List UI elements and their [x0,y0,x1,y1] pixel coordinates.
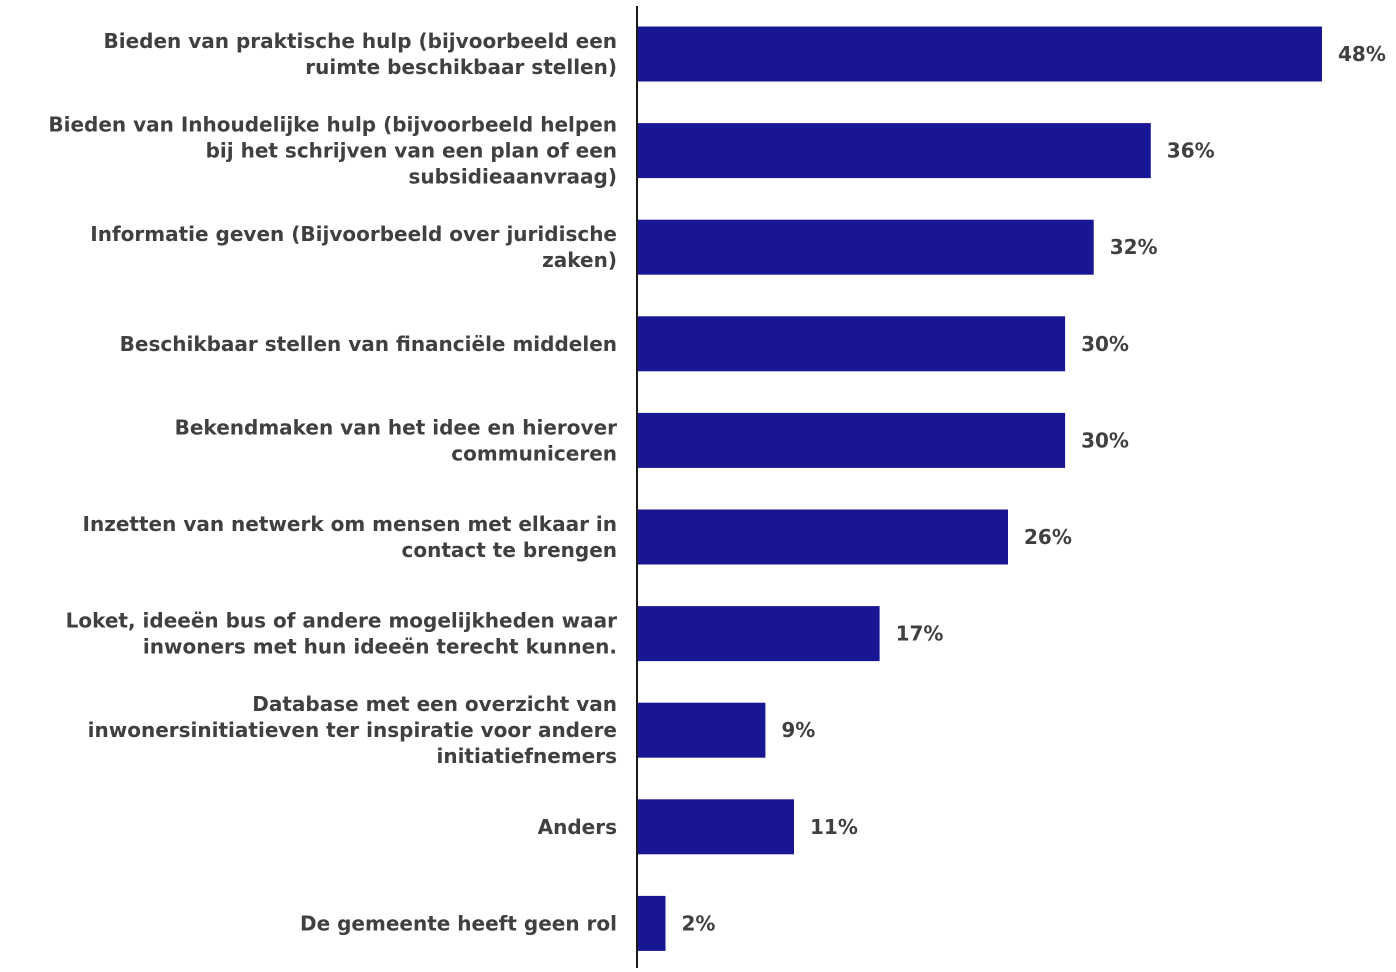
category-label: Anders [538,815,617,839]
category-label-line: Inzetten van netwerk om mensen met elkaa… [83,512,617,536]
bar [637,26,1322,82]
category-label: Inzetten van netwerk om mensen met elkaa… [83,512,617,562]
category-label-line: Anders [538,815,617,839]
bar [637,799,794,855]
category-label-line: inwoners met hun ideeën terecht kunnen. [143,635,617,659]
category-label-line: communiceren [451,441,617,465]
category-label-line: Database met een overzicht van [252,692,617,716]
data-labels-layer: 48% 36% 32% 30% 30% 26% 17% 9% 11% 2% [682,42,1386,935]
category-label: Bieden van praktische hulp (bijvoorbeeld… [103,29,617,79]
category-label-line: inwonersinitiatieven ter inspiratie voor… [88,718,617,742]
data-label: 48% [1338,42,1386,66]
category-label-line: initiatiefnemers [436,744,617,768]
data-label: 9% [781,718,815,742]
bar [637,895,666,951]
bar [637,509,1008,565]
data-label: 30% [1081,332,1129,356]
category-label-line: Bieden van Inhoudelijke hulp (bijvoorbee… [48,113,617,137]
bar [637,123,1151,179]
bar [637,412,1066,468]
category-label-line: Bieden van praktische hulp (bijvoorbeeld… [103,29,617,53]
category-label-line: De gemeente heeft geen rol [300,911,617,935]
category-label: Bekendmaken van het idee en hierover comm… [175,415,618,465]
category-label-line: ruimte beschikbaar stellen) [305,55,617,79]
bars-layer [637,26,1322,951]
category-label: Loket, ideeën bus of andere mogelijkhede… [66,609,618,659]
bar [637,702,766,758]
bar [637,219,1094,275]
category-label: De gemeente heeft geen rol [300,911,617,935]
data-label: 36% [1167,139,1215,163]
bar [637,316,1066,372]
category-label-line: bij het schrijven van een plan of een [206,139,617,163]
category-label: Informatie geven (Bijvoorbeeld over juri… [90,222,617,272]
category-labels-layer: Bieden van praktische hulp (bijvoorbeeld… [48,29,617,935]
category-label-line: Informatie geven (Bijvoorbeeld over juri… [90,222,617,246]
category-label-line: contact te brengen [402,538,617,562]
data-label: 11% [810,815,858,839]
data-label: 30% [1081,428,1129,452]
category-label: Database met een overzicht van inwonersin… [88,692,617,768]
category-label-line: Loket, ideeën bus of andere mogelijkhede… [66,609,618,633]
bar [637,606,880,662]
data-label: 2% [682,911,716,935]
category-label: Beschikbaar stellen van financiële midde… [120,332,617,356]
category-label-line: Beschikbaar stellen van financiële midde… [120,332,617,356]
data-label: 26% [1024,525,1072,549]
data-label: 32% [1110,235,1158,259]
category-label-line: subsidieaanvraag) [408,165,617,189]
data-label: 17% [896,622,944,646]
category-label-line: zaken) [542,248,617,272]
category-label: Bieden van Inhoudelijke hulp (bijvoorbee… [48,113,617,189]
category-label-line: Bekendmaken van het idee en hierover [175,415,618,439]
